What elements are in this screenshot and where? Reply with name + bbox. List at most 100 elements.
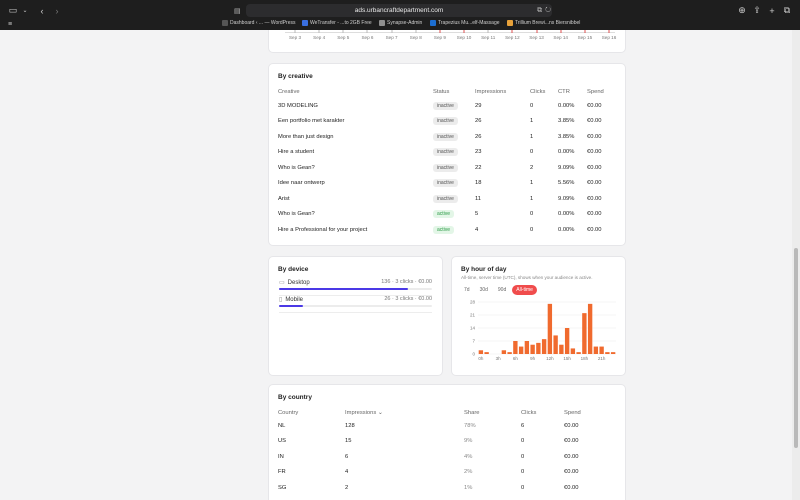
axis-tick-mark <box>536 30 538 33</box>
col-share[interactable]: Share <box>464 409 480 416</box>
hour-bar[interactable] <box>524 341 530 354</box>
x-tick-label: 21h <box>598 356 606 361</box>
table-row[interactable]: US 15 9% 0 €0.00 <box>278 434 618 450</box>
share-cell: 4% <box>464 453 473 460</box>
status-cell: inactive <box>433 145 475 161</box>
device-label: Desktop <box>287 279 310 286</box>
bookmark-item[interactable]: Trillium Brewi...ns Biersnibbel <box>507 20 580 26</box>
table-row[interactable]: Hire a Professional for your project acti… <box>278 222 618 238</box>
share-fill <box>279 288 408 290</box>
ctr-cell: 3.85% <box>558 133 575 140</box>
hour-bar[interactable] <box>564 328 570 354</box>
axis-tick-label: Sep 11 <box>481 35 496 40</box>
hour-bar[interactable] <box>576 352 581 354</box>
forward-icon[interactable]: › <box>55 5 59 16</box>
menu-icon[interactable]: ≡ <box>7 21 13 28</box>
col-spend[interactable]: Spend <box>587 89 604 95</box>
hour-bar[interactable] <box>530 344 535 354</box>
new-tab-icon[interactable]: + <box>769 5 775 16</box>
sidebar-toggle-icon[interactable]: ▭ <box>8 5 18 15</box>
tab-range-1[interactable]: 30d <box>479 287 488 293</box>
country-code: US <box>278 438 287 445</box>
table-row[interactable]: FR 4 2% 0 €0.00 <box>278 465 618 481</box>
device-row[interactable]: ▯ Mobile 26 · 3 clicks · €0.00 <box>279 296 432 314</box>
table-row[interactable]: More than just design inactive 26 1 3.85% €0.… <box>278 129 618 145</box>
hour-bar[interactable] <box>553 335 558 354</box>
address-bar[interactable]: ▤ ads.urbancraftdepartment.com ⧉↻ <box>234 4 554 17</box>
x-tick-label: 9h <box>530 356 536 361</box>
page-scrollbar[interactable] <box>792 30 800 500</box>
table-row[interactable]: Idee naar ontwerp inactive 18 1 5.56% €0.00 <box>278 176 618 192</box>
hour-bar[interactable] <box>507 352 512 354</box>
tab-range-3[interactable]: All-time <box>512 285 537 295</box>
hour-bar[interactable] <box>605 352 610 354</box>
page-settings-icon[interactable]: ▤ <box>234 7 241 15</box>
table-row[interactable]: Hire a student inactive 23 0 0.00% €0.00 <box>278 145 618 161</box>
device-row[interactable]: ▭ Desktop 136 · 3 clicks · €0.00 <box>279 279 432 297</box>
table-row[interactable]: Who is Gean? active 5 0 0.00% €0.00 <box>278 207 618 223</box>
tab-overview-icon[interactable]: ⧉ <box>783 5 791 15</box>
share-icon[interactable]: ⇪ <box>753 5 761 15</box>
scrollbar-thumb[interactable] <box>794 248 798 448</box>
tab-range-0[interactable]: 7d <box>464 287 470 293</box>
bookmark-item[interactable]: Trapezius Mu...elf-Massage <box>430 20 500 26</box>
hour-bar[interactable] <box>536 342 541 354</box>
axis-tick-mark <box>487 30 489 33</box>
row-divider <box>279 295 432 296</box>
download-icon[interactable]: ⊕ <box>738 5 746 15</box>
hour-bar[interactable] <box>484 352 489 354</box>
col-status[interactable]: Status <box>433 89 450 95</box>
card-subtitle: All-time, server time (UTC), shows when … <box>461 275 593 280</box>
impressions-cell: 22 <box>475 164 482 171</box>
impressions-cell: 29 <box>475 102 482 109</box>
hour-bar[interactable] <box>518 346 524 354</box>
col-creative[interactable]: Creative <box>278 89 300 95</box>
hour-bar[interactable] <box>587 303 593 354</box>
hour-bar[interactable] <box>599 346 604 354</box>
col-impressions[interactable]: Impressions <box>475 89 507 95</box>
hour-bar[interactable] <box>513 341 518 354</box>
col-country[interactable]: Country <box>278 409 299 416</box>
col-ctr[interactable]: CTR <box>558 89 570 95</box>
axis-tick-label: Sep 14 <box>553 35 568 40</box>
bookmark-item[interactable]: Dashboard ‹ ... — WordPress <box>222 20 296 26</box>
bookmark-item[interactable]: WeTransfer - ...to 2GB Free <box>302 20 372 26</box>
impressions-cell: 2 <box>345 484 349 491</box>
spend-cell: €0.00 <box>587 133 602 140</box>
col-clicks[interactable]: Clicks <box>521 409 537 416</box>
status-badge: inactive <box>433 132 458 141</box>
hour-bar[interactable] <box>570 348 576 354</box>
hour-bar[interactable] <box>610 352 616 354</box>
col-clicks[interactable]: Clicks <box>530 89 546 95</box>
creative-name: More than just design <box>278 133 334 140</box>
creative-name: Hire a Professional for your project <box>278 226 368 233</box>
hour-bar[interactable] <box>541 339 547 354</box>
hour-bar[interactable] <box>582 313 587 354</box>
hour-bar[interactable] <box>478 350 484 354</box>
tab-range-2[interactable]: 90d <box>497 287 507 293</box>
chevron-down-icon[interactable]: ⌄ <box>22 8 28 14</box>
col-impressions-sort[interactable]: Impressions ⌄ <box>345 409 383 416</box>
table-row[interactable]: Arist inactive 11 1 9.09% €0.00 <box>278 191 618 207</box>
axis-tick-mark <box>511 30 513 33</box>
creative-name: 3D MODELING <box>278 102 318 109</box>
table-row[interactable]: 3D MODELING inactive 29 0 0.00% €0.00 <box>278 98 618 114</box>
table-row[interactable]: Who is Gean? inactive 22 2 9.09% €0.00 <box>278 160 618 176</box>
back-icon[interactable]: ‹ <box>40 5 44 16</box>
hour-bar[interactable] <box>593 346 599 354</box>
col-spend[interactable]: Spend <box>564 409 581 416</box>
bookmark-item[interactable]: Synapse-Admin <box>379 20 422 26</box>
share-cell: 78% <box>464 422 476 429</box>
axis-tick-label: Sep 7 <box>385 35 398 40</box>
translate-reload-icon[interactable]: ⧉↻ <box>537 6 554 14</box>
table-row[interactable]: IN 6 4% 0 €0.00 <box>278 449 618 465</box>
table-header-row: Creative Status Impressions Clicks CTR S… <box>278 86 618 98</box>
hour-bar[interactable] <box>559 344 564 354</box>
status-badge: inactive <box>433 179 458 188</box>
table-row[interactable]: SG 2 1% 0 €0.00 <box>278 480 618 496</box>
table-row[interactable]: NL 128 78% 6 €0.00 <box>278 418 618 434</box>
clicks-cell: 0 <box>530 211 534 218</box>
hour-bar[interactable] <box>547 303 553 354</box>
table-row[interactable]: Een portfolio met karakter inactive 26 1 3.8… <box>278 114 618 130</box>
hour-bar[interactable] <box>501 350 507 354</box>
